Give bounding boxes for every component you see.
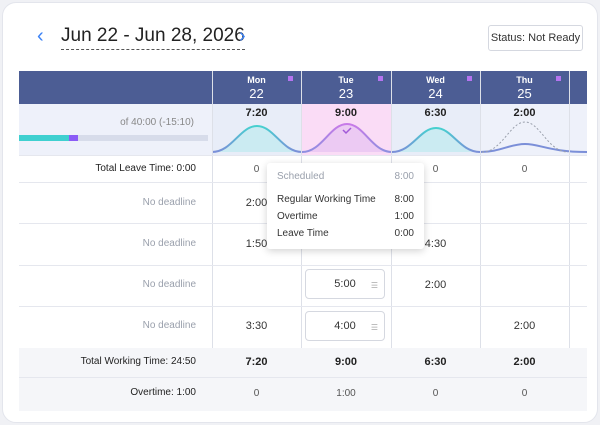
day-number: 23 (338, 86, 354, 101)
day-name: Mon (247, 75, 266, 85)
menu-icon[interactable]: ☰ (370, 323, 378, 332)
task-deadline: No deadline (142, 197, 196, 208)
day-header (19, 71, 587, 104)
tooltip-row-label: Regular Working Time (277, 194, 376, 205)
day-header-tue[interactable]: Tue 23 (301, 71, 391, 104)
tooltip-row-label: Overtime (277, 211, 318, 222)
day-flag-icon (467, 76, 472, 81)
row-divider (19, 265, 587, 266)
task-hours-cell[interactable]: 2:00 (424, 279, 447, 291)
overtime-cell: 1:00 (336, 388, 356, 399)
task-hours-cell[interactable]: 4:30 (424, 238, 447, 250)
row-divider (19, 306, 587, 307)
tooltip-row: Leave Time 0:00 (277, 228, 414, 239)
overtime-cell: 0 (432, 388, 439, 399)
working-total-cell: 6:30 (424, 356, 447, 368)
tooltip-row: Regular Working Time 8:00 (277, 194, 414, 205)
tooltip-header: Scheduled 8:00 (277, 171, 414, 182)
task-hours-value: 5:00 (334, 278, 356, 290)
day-flag-icon (288, 76, 293, 81)
col-divider (480, 71, 481, 411)
task-hours-input[interactable]: 4:00 ☰ (305, 311, 385, 341)
day-number: 24 (428, 86, 443, 101)
prev-week-icon[interactable]: ‹ (37, 25, 44, 47)
day-name: Wed (426, 75, 445, 85)
timesheet-grid: Mon 22 Tue 23 Wed 24 Thu 25 of 40:00 (-1… (19, 71, 587, 411)
task-deadline: No deadline (142, 279, 196, 290)
weekly-progress-bar (19, 135, 208, 141)
day-total: 6:30 (424, 107, 447, 119)
task-hours-value: 4:00 (334, 320, 356, 332)
task-hours-cell[interactable]: 3:30 (245, 320, 268, 332)
next-week-icon[interactable]: › (239, 25, 246, 47)
row-divider (19, 377, 587, 378)
day-header-wed[interactable]: Wed 24 (391, 71, 480, 104)
overtime-label: Overtime: 1:00 (130, 387, 196, 398)
task-hours-cell[interactable]: 2:00 (513, 320, 536, 332)
check-icon (342, 127, 352, 135)
tooltip-header-label: Scheduled (277, 171, 325, 182)
tooltip-row-value: 8:00 (394, 194, 414, 205)
totals-footer (19, 348, 587, 411)
week-range-selector[interactable]: Jun 22 - Jun 28, 2026 (61, 25, 245, 50)
day-total: 7:20 (245, 107, 268, 119)
tooltip-header-value: 8:00 (394, 171, 414, 182)
leave-cell: 0 (521, 164, 528, 175)
progress-fill (19, 135, 69, 141)
tooltip-row-label: Leave Time (277, 228, 329, 239)
working-total-cell: 7:20 (245, 356, 268, 368)
day-total: 9:00 (334, 107, 358, 119)
leave-cell: 0 (432, 164, 439, 175)
tooltip-row: Overtime 1:00 (277, 211, 414, 222)
day-breakdown-tooltip: Scheduled 8:00 Regular Working Time 8:00… (267, 163, 424, 249)
task-hours-cell[interactable]: 1:50 (245, 238, 268, 250)
day-number: 25 (517, 86, 532, 101)
weekly-summary: of 40:00 (-15:10) (19, 104, 212, 155)
tooltip-row-value: 1:00 (394, 211, 414, 222)
working-total-cell: 9:00 (334, 356, 358, 368)
day-name: Tue (338, 75, 354, 85)
day-flag-icon (378, 76, 383, 81)
row-divider (19, 155, 587, 156)
day-flag-icon (556, 76, 561, 81)
menu-icon[interactable]: ☰ (370, 281, 378, 290)
day-header-thu[interactable]: Thu 25 (480, 71, 569, 104)
weekly-total-text: of 40:00 (-15:10) (120, 117, 194, 128)
total-leave-label: Total Leave Time: 0:00 (95, 163, 196, 174)
task-deadline: No deadline (142, 320, 196, 331)
progress-overflow (69, 135, 78, 141)
total-working-label: Total Working Time: 24:50 (80, 356, 196, 367)
col-divider (212, 71, 213, 411)
day-header-mon[interactable]: Mon 22 (212, 71, 301, 104)
working-total-cell: 2:00 (513, 356, 536, 368)
day-name: Thu (516, 75, 533, 85)
day-total: 2:00 (513, 107, 536, 119)
task-hours-cell[interactable]: 2:00 (245, 197, 268, 209)
overtime-cell: 0 (253, 388, 260, 399)
task-deadline: No deadline (142, 238, 196, 249)
leave-cell: 0 (253, 164, 260, 175)
tooltip-row-value: 0:00 (394, 228, 414, 239)
day-number: 22 (249, 86, 264, 101)
task-hours-input[interactable]: 5:00 ☰ (305, 269, 385, 299)
daily-hours-wave (212, 121, 587, 153)
col-divider (569, 71, 570, 411)
overtime-cell: 0 (521, 388, 528, 399)
status-button[interactable]: Status: Not Ready (488, 25, 583, 51)
